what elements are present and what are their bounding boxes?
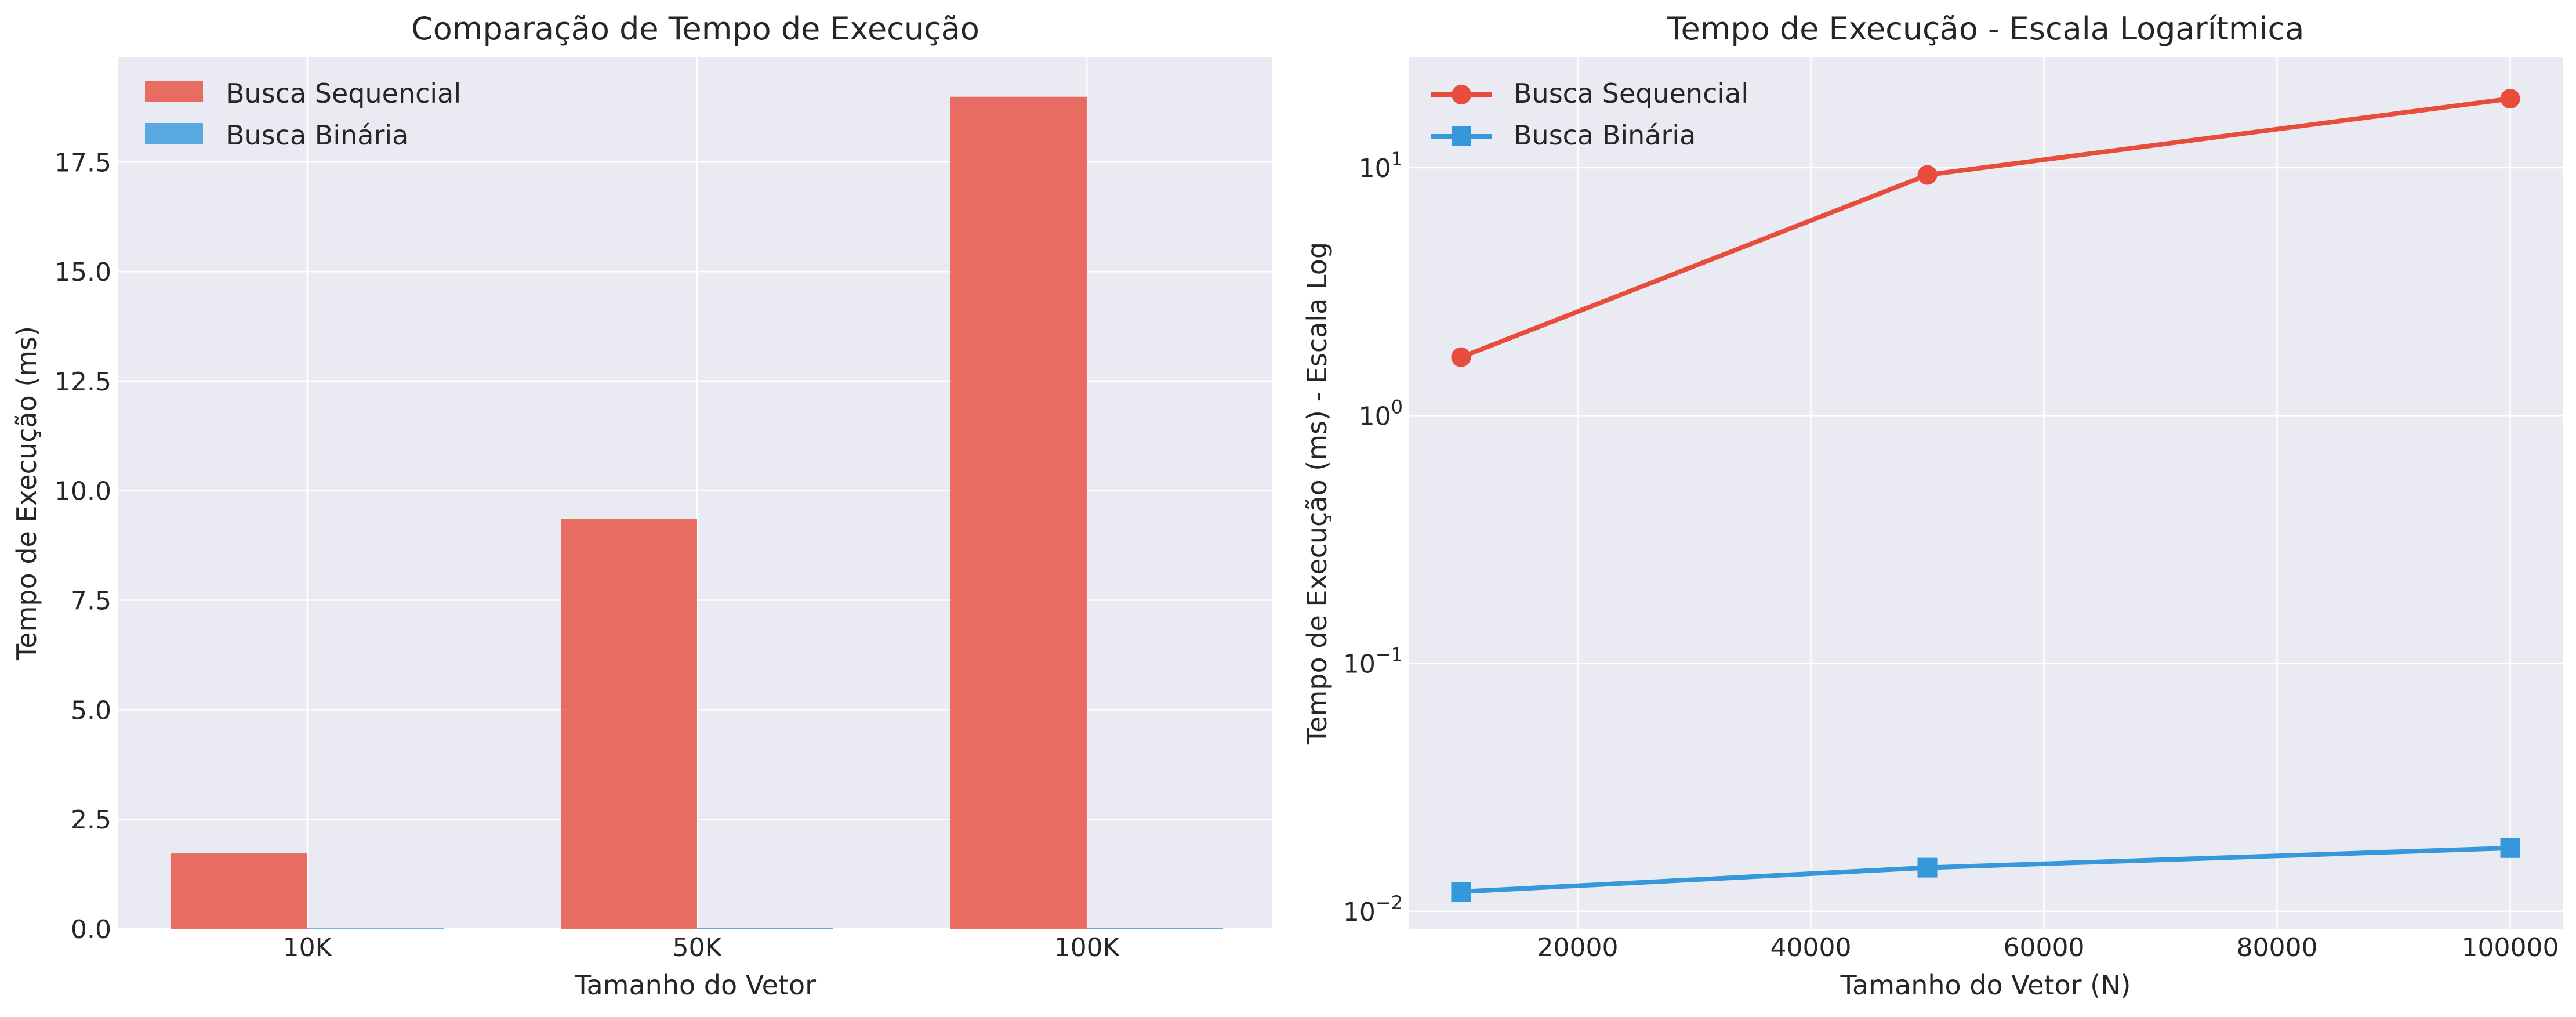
x-tick-label: 40000: [1770, 933, 1851, 962]
point-busca-sequencial-10000: [1451, 347, 1471, 367]
y-tick-label: 100: [1359, 396, 1403, 431]
x-tick-label: 100000: [2462, 933, 2559, 962]
y-tick-label: 0.0: [71, 915, 111, 944]
legend-label-sequencial: Busca Sequencial: [226, 78, 461, 109]
y-tick-label: 12.5: [55, 367, 111, 397]
y-tick-label: 7.5: [71, 587, 111, 616]
legend: Busca Sequencial Busca Binária: [145, 78, 461, 151]
point-busca-binaria-50000: [1917, 857, 1938, 878]
bar-busca-sequencial-10k: [171, 853, 307, 929]
x-tick-label: 10K: [283, 933, 333, 962]
x-axis-label: Tamanho do Vetor (N): [1840, 969, 2131, 1001]
legend: Busca Sequencial Busca Binária: [1431, 78, 1748, 151]
chart-title: Comparação de Tempo de Execução: [411, 10, 979, 47]
point-busca-binaria-10000: [1451, 882, 1471, 902]
x-tick-label: 20000: [1537, 933, 1618, 962]
legend-label-sequencial: Busca Sequencial: [1514, 78, 1748, 109]
bar-busca-binaria-100k: [1087, 928, 1223, 929]
x-ticks: 10K 50K 100K: [283, 933, 1120, 962]
y-tick-label: 101: [1359, 148, 1403, 183]
y-tick-label: 10−1: [1343, 644, 1403, 679]
plot-area: [1409, 57, 2563, 929]
legend-swatch-binaria: [145, 123, 203, 144]
point-busca-sequencial-100000: [2500, 89, 2520, 109]
y-axis-label: Tempo de Execução (ms): [11, 326, 42, 661]
x-ticks: 20000 40000 60000 80000 100000: [1537, 933, 2559, 962]
x-tick-label: 60000: [2004, 933, 2085, 962]
legend-label-binaria: Busca Binária: [1514, 120, 1696, 151]
y-tick-label: 5.0: [71, 696, 111, 725]
x-axis-label: Tamanho do Vetor: [574, 969, 816, 1001]
y-tick-label: 15.0: [55, 258, 111, 287]
y-ticks: 0.0 2.5 5.0 7.5 10.0 12.5 15.0 17.5: [55, 148, 111, 944]
bar-busca-sequencial-50k: [561, 519, 697, 929]
y-ticks: 10−2 10−1 100 101: [1343, 148, 1403, 927]
series-lines: [1451, 89, 2520, 902]
y-tick-label: 2.5: [71, 805, 111, 835]
legend-label-binaria: Busca Binária: [226, 120, 408, 151]
legend-marker-sequencial: [1452, 85, 1471, 104]
y-tick-label: 10−2: [1343, 892, 1403, 927]
bar-busca-binaria-50k: [697, 928, 833, 929]
y-axis-label: Tempo de Execução (ms) - Escala Log: [1301, 242, 1333, 745]
bar-busca-binaria-10k: [307, 928, 444, 929]
x-tick-label: 80000: [2237, 933, 2318, 962]
y-tick-label: 10.0: [55, 477, 111, 506]
log-line-chart-panel: 10−2 10−1 100 101 20000 40000 60000 80000 10000…: [1301, 10, 2563, 1001]
point-busca-binaria-100000: [2500, 838, 2520, 858]
legend-swatch-sequencial: [145, 81, 203, 102]
bars: [171, 96, 1223, 929]
bar-chart-panel: 0.02.55.07.510.012.515.017.5 10K 50K 100K …: [11, 10, 1272, 1001]
chart-title: Tempo de Execução - Escala Logarítmica: [1667, 10, 2305, 47]
bar-busca-sequencial-100k: [950, 96, 1087, 929]
y-tick-label: 17.5: [55, 148, 111, 178]
legend-marker-binaria: [1452, 126, 1471, 146]
x-tick-label: 100K: [1054, 933, 1120, 962]
x-tick-label: 50K: [673, 933, 723, 962]
point-busca-sequencial-50000: [1917, 165, 1938, 185]
